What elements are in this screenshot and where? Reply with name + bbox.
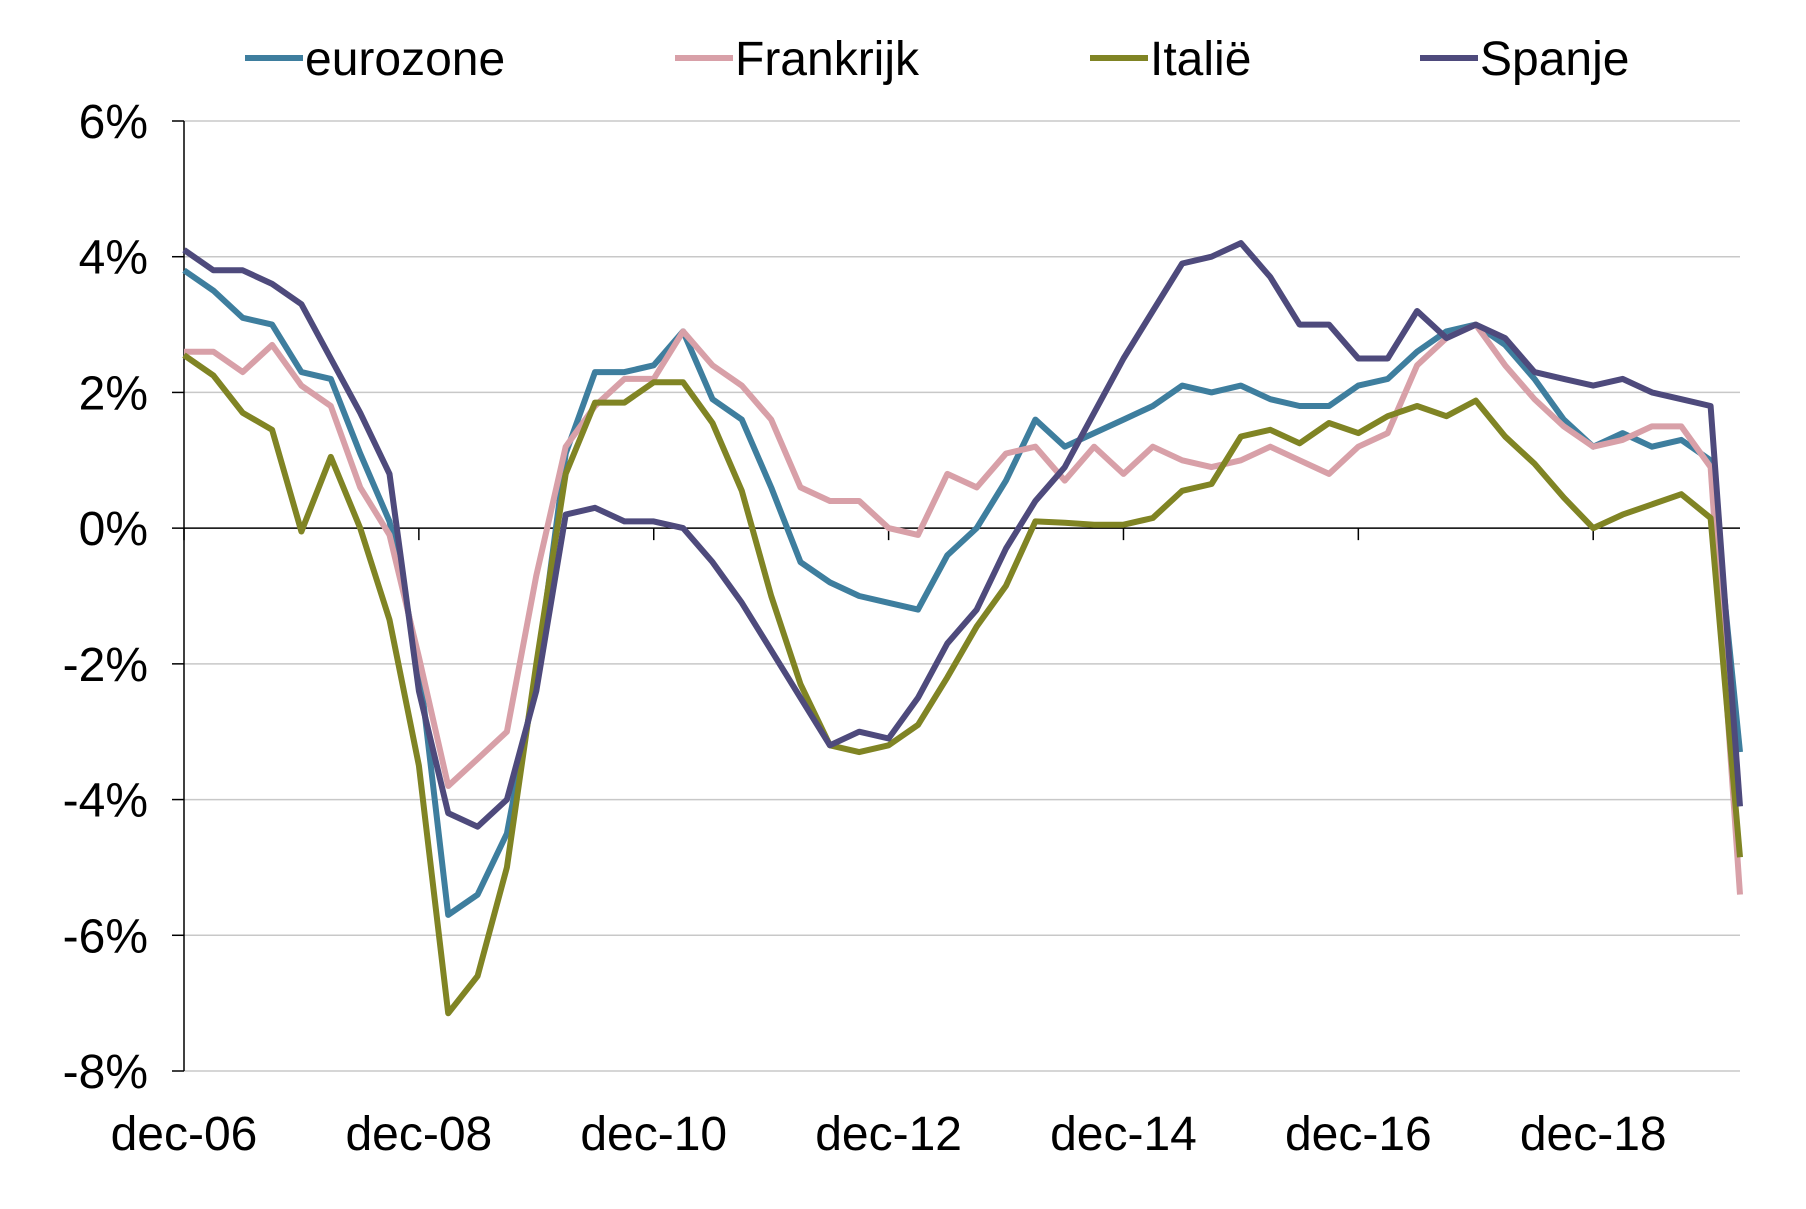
y-tick-label: 2%: [79, 367, 148, 420]
y-tick-label: 0%: [79, 503, 148, 556]
legend-label: eurozone: [305, 33, 505, 86]
gridlines: [184, 120, 1740, 1072]
legend-label: Spanje: [1480, 33, 1629, 86]
x-tick-label: dec-12: [815, 1108, 962, 1161]
x-tick-label: dec-06: [111, 1108, 258, 1161]
x-tick-label: dec-18: [1520, 1108, 1667, 1161]
series-line-itali-: [182, 352, 1743, 1017]
legend-label: Italië: [1150, 33, 1251, 86]
x-tick-label: dec-16: [1285, 1108, 1432, 1161]
x-tick-label: dec-14: [1050, 1108, 1197, 1161]
legend: eurozone Frankrijk Italië Spanje: [245, 33, 1629, 86]
x-tick-label: dec-10: [580, 1108, 727, 1161]
series-lines: [182, 240, 1743, 1017]
series-line-spanje: [182, 240, 1743, 830]
series-line-frankrijk: [184, 321, 1743, 895]
y-tick-label: -8%: [63, 1046, 148, 1099]
x-tick-label: dec-08: [345, 1108, 492, 1161]
y-tick-label: 6%: [79, 96, 148, 149]
y-tick-label: -2%: [63, 639, 148, 692]
axes: 6% 4% 2% 0% -2% -4% -6% -8% dec-06 dec-08 dec-10 de…: [63, 96, 1740, 1161]
y-tick-label: -6%: [63, 910, 148, 963]
legend-label: Frankrijk: [735, 33, 920, 86]
y-tick-label: -4%: [63, 775, 148, 828]
y-tick-label: 4%: [79, 232, 148, 285]
